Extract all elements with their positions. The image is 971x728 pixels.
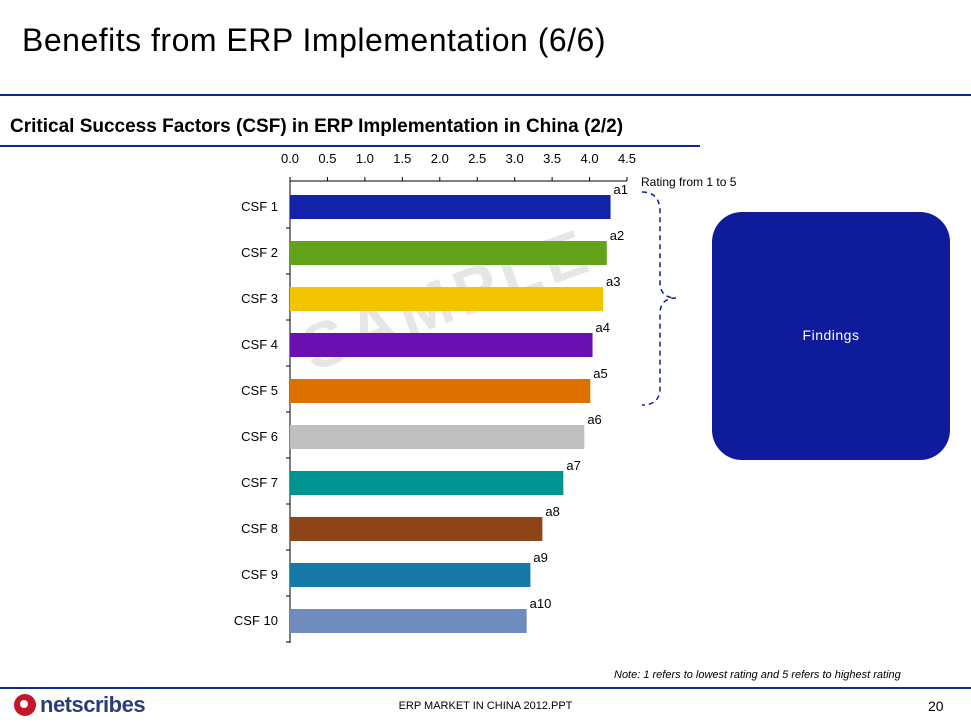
data-label: a8 (545, 504, 559, 519)
bar-csf-9 (290, 563, 531, 587)
data-label: a7 (566, 458, 580, 473)
data-label: a10 (530, 596, 552, 611)
grouping-brace (641, 191, 677, 406)
slide-subtitle: Critical Success Factors (CSF) in ERP Im… (10, 116, 624, 137)
x-tick-label: 0.5 (318, 151, 336, 166)
findings-box: Findings (712, 212, 950, 460)
category-label: CSF 1 (241, 199, 278, 214)
findings-label: Findings (802, 327, 860, 343)
category-label: CSF 3 (241, 291, 278, 306)
x-tick-label: 2.0 (431, 151, 449, 166)
page-number: 20 (928, 698, 944, 714)
category-label: CSF 7 (241, 475, 278, 490)
x-tick-label: 4.5 (618, 151, 636, 166)
data-label: a1 (614, 182, 628, 197)
data-label: a2 (610, 228, 624, 243)
bar-csf-3 (290, 287, 604, 311)
rating-note: Note: 1 refers to lowest rating and 5 re… (614, 669, 901, 681)
x-tick-label: 1.5 (393, 151, 411, 166)
logo-icon (14, 694, 36, 716)
bar-csf-8 (290, 517, 543, 541)
x-tick-label: 0.0 (281, 151, 299, 166)
bar-csf-1 (290, 195, 611, 219)
bar-csf-10 (290, 609, 527, 633)
category-label: CSF 10 (234, 613, 278, 628)
footer-divider (0, 687, 971, 689)
category-label: CSF 5 (241, 383, 278, 398)
logo-text: netscribes (40, 692, 146, 717)
data-label: a5 (593, 366, 607, 381)
x-tick-label: 3.5 (543, 151, 561, 166)
axis-label-rating: Rating from 1 to 5 (641, 175, 737, 189)
data-label: a9 (533, 550, 547, 565)
title-divider (0, 94, 971, 96)
x-tick-label: 4.0 (581, 151, 599, 166)
data-label: a3 (606, 274, 620, 289)
x-tick-label: 2.5 (468, 151, 486, 166)
footer-filename: ERP MARKET IN CHINA 2012.PPT (398, 700, 573, 712)
data-label: a4 (596, 320, 610, 335)
subtitle-divider (0, 145, 700, 147)
category-label: CSF 2 (241, 245, 278, 260)
bar-csf-7 (290, 471, 564, 495)
category-label: CSF 8 (241, 521, 278, 536)
data-label: a6 (587, 412, 601, 427)
bar-csf-5 (290, 379, 591, 403)
category-label: CSF 6 (241, 429, 278, 444)
x-tick-label: 1.0 (356, 151, 374, 166)
category-label: CSF 9 (241, 567, 278, 582)
slide-title: Benefits from ERP Implementation (6/6) (22, 22, 606, 58)
category-label: CSF 4 (241, 337, 278, 352)
bar-csf-6 (290, 425, 585, 449)
bar-csf-4 (290, 333, 593, 357)
bar-csf-2 (290, 241, 607, 265)
x-tick-label: 3.0 (506, 151, 524, 166)
